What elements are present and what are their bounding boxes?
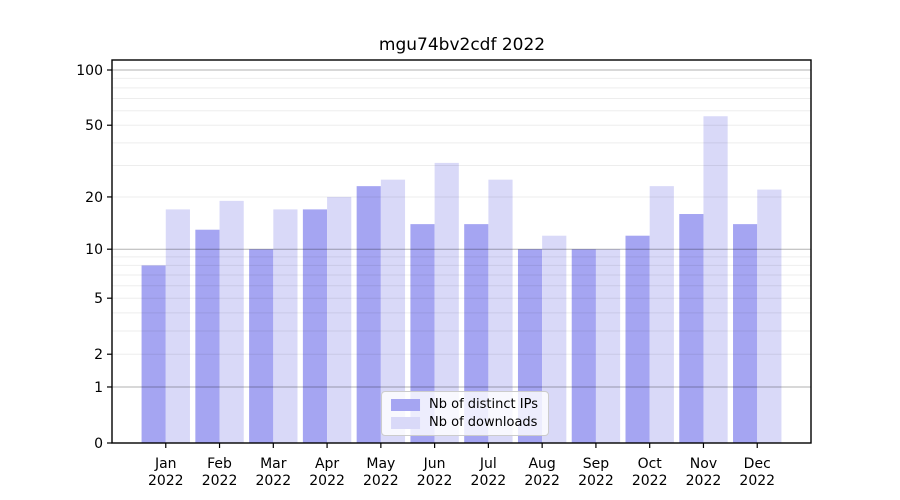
- y-tick-label: 50: [85, 118, 103, 134]
- x-tick-label-year: 2022: [578, 473, 614, 489]
- x-tick-label-year: 2022: [524, 473, 560, 489]
- x-tick-label-year: 2022: [471, 473, 507, 489]
- y-axis-group: 0 1 2 5 10 20 50 100: [76, 63, 112, 452]
- bar-distinct-ips-feb-2022: [195, 229, 220, 443]
- x-tick-label-month: Oct: [638, 456, 663, 472]
- x-tick-label-year: 2022: [202, 473, 238, 489]
- y-tick-label: 10: [85, 242, 103, 258]
- x-tick-label-month: Sep: [583, 456, 610, 472]
- x-tick-label-month: Jan: [154, 456, 177, 472]
- x-tick-label-year: 2022: [255, 473, 291, 489]
- x-tick-label-year: 2022: [417, 473, 453, 489]
- x-tick-label-year: 2022: [363, 473, 399, 489]
- bar-downloads-apr-2022: [327, 196, 352, 443]
- x-tick-label-month: Aug: [528, 456, 555, 472]
- bar-downloads-sep-2022: [595, 249, 621, 443]
- bar-distinct-ips-nov-2022: [679, 214, 704, 443]
- bar-distinct-ips-sep-2022: [571, 249, 596, 443]
- x-tick-label-month: May: [366, 456, 395, 472]
- x-tick-label-month: Mar: [260, 456, 287, 472]
- bar-downloads-dec-2022: [757, 189, 782, 443]
- bar-downloads-oct-2022: [649, 186, 674, 443]
- x-tick-label-month: Jun: [423, 456, 446, 472]
- legend-row-downloads: Nb of downloads: [391, 415, 538, 430]
- bar-downloads-feb-2022: [219, 200, 244, 443]
- gridlines-group: [112, 69, 811, 388]
- x-tick-label-month: Dec: [744, 456, 771, 472]
- x-tick-label-year: 2022: [632, 473, 668, 489]
- x-tick-label-month: Jul: [479, 456, 497, 472]
- bar-distinct-ips-jan-2022: [141, 265, 166, 443]
- legend: Nb of distinct IPs Nb of downloads: [381, 391, 549, 436]
- y-tick-label: 2: [94, 347, 103, 363]
- bar-distinct-ips-apr-2022: [302, 209, 328, 443]
- chart-title: mgu74bv2cdf 2022: [378, 35, 546, 55]
- bar-downloads-jan-2022: [165, 209, 190, 443]
- x-tick-label-year: 2022: [148, 473, 184, 489]
- x-tick-label-year: 2022: [739, 473, 775, 489]
- y-tick-label: 100: [76, 63, 103, 79]
- legend-swatch-downloads-icon: [391, 416, 421, 429]
- bar-downloads-mar-2022: [273, 209, 298, 443]
- y-tick-label: 1: [94, 380, 103, 396]
- x-tick-label-month: Feb: [207, 456, 232, 472]
- legend-label-distinct-ips: Nb of distinct IPs: [429, 397, 538, 412]
- x-tick-label-month: Apr: [315, 456, 339, 472]
- bar-downloads-nov-2022: [703, 116, 728, 444]
- y-tick-label: 5: [94, 291, 103, 307]
- bar-distinct-ips-may-2022: [356, 186, 381, 443]
- legend-row-distinct-ips: Nb of distinct IPs: [391, 397, 538, 412]
- plot-border: [111, 59, 812, 444]
- x-tick-label-month: Nov: [690, 456, 717, 472]
- y-tick-label: 0: [94, 436, 103, 452]
- x-tick-label-year: 2022: [686, 473, 722, 489]
- x-axis-group: Jan2022Feb2022Mar2022Apr2022May2022Jun20…: [148, 443, 775, 489]
- bar-distinct-ips-dec-2022: [733, 224, 758, 443]
- x-tick-label-year: 2022: [309, 473, 345, 489]
- bar-distinct-ips-mar-2022: [249, 249, 274, 443]
- legend-swatch-distinct-ips-icon: [391, 398, 421, 411]
- y-tick-label: 20: [85, 190, 103, 206]
- bar-distinct-ips-oct-2022: [625, 235, 650, 443]
- legend-label-downloads: Nb of downloads: [429, 415, 538, 430]
